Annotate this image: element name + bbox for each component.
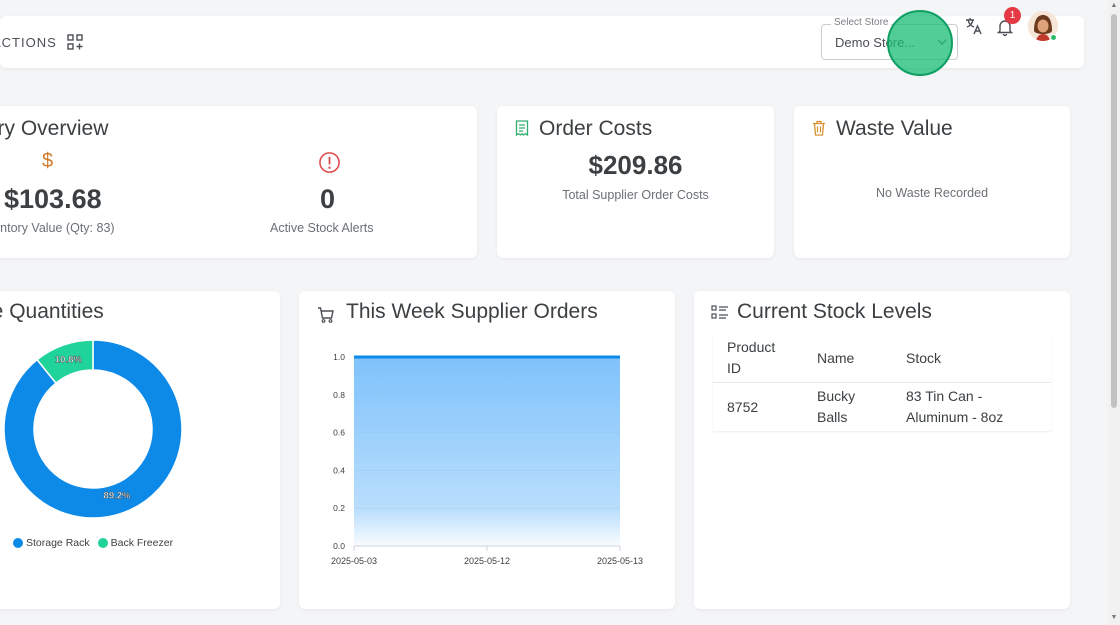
donut-data-label: 10.8%	[55, 355, 82, 366]
legend-dot	[13, 538, 23, 548]
quick-actions-button[interactable]: ACTIONS	[0, 16, 83, 68]
inventory-value-label: nventory Value (Qty: 83)	[0, 221, 115, 235]
click-indicator	[887, 10, 953, 76]
list-checks-icon	[711, 305, 728, 319]
translate-button[interactable]	[964, 16, 984, 36]
alert-circle-icon	[319, 152, 340, 173]
dollar-icon: $	[42, 150, 54, 172]
area-fill	[354, 357, 620, 546]
stock-levels-title: Current Stock Levels	[737, 300, 932, 323]
stock-alerts-label: Active Stock Alerts	[270, 221, 374, 235]
current-stock-levels-card: Current Stock Levels Product ID Name Sto…	[694, 291, 1070, 609]
trash-icon	[813, 120, 825, 136]
column-header-product-id[interactable]: Product ID	[713, 334, 803, 383]
cell-stock: 83 Tin Can - Aluminum - 8oz	[906, 388, 1004, 425]
legend-item[interactable]: Storage Rack	[13, 537, 90, 549]
cart-icon	[318, 307, 334, 323]
table-row[interactable]: 8752 Bucky Balls 83 Tin Can - Aluminum -…	[713, 383, 1051, 432]
waste-value-title: Waste Value	[836, 117, 953, 140]
storage-quantities-card: ge Quantities 89.2% 10.8% Storage Rack Bac…	[0, 291, 280, 609]
cell-name: Bucky Balls	[817, 388, 856, 425]
online-status-dot	[1050, 34, 1057, 41]
storage-chart-legend: Storage Rack Back Freezer	[13, 537, 173, 549]
receipt-icon	[515, 120, 529, 136]
y-tick-label: 0.4	[333, 465, 345, 475]
page-scrollbar[interactable]: ▲ ▼	[1108, 0, 1120, 625]
x-tick-label: 2025-05-03	[331, 556, 377, 566]
quick-actions-label: ACTIONS	[0, 34, 57, 50]
donut-slice-0[interactable]	[3, 339, 183, 519]
donut-data-label: 89.2%	[104, 491, 131, 502]
storage-quantities-title: ge Quantities	[0, 300, 104, 323]
order-costs-title: Order Costs	[539, 117, 653, 140]
order-costs-label: Total Supplier Order Costs	[562, 188, 709, 202]
legend-dot	[97, 538, 108, 548]
legend-item[interactable]: Back Freezer	[97, 537, 174, 549]
waste-value-card: Waste Value No Waste Recorded	[794, 106, 1070, 258]
order-costs-card: Order Costs $209.86 Total Supplier Order…	[497, 106, 774, 258]
scroll-up-arrow-icon[interactable]: ▲	[1110, 2, 1118, 9]
store-select-legend: Select Store	[831, 17, 892, 28]
inventory-overview-card: tory Overview $ $103.68 nventory Value (…	[0, 106, 477, 258]
y-tick-label: 0.8	[333, 390, 345, 400]
legend-label: Back Freezer	[110, 537, 174, 549]
x-tick-label: 2025-05-13	[597, 556, 643, 566]
weekly-orders-title: This Week Supplier Orders	[346, 300, 598, 323]
y-tick-label: 0.6	[333, 428, 345, 438]
translate-icon	[966, 18, 982, 35]
column-header-stock[interactable]: Stock	[892, 334, 1051, 383]
legend-label: Storage Rack	[26, 537, 90, 549]
weekly-supplier-orders-card: This Week Supplier Orders 0.0 0.2 0.4 0.6 0.…	[299, 291, 675, 609]
scroll-down-arrow-icon[interactable]: ▼	[1110, 614, 1118, 621]
table-header-row: Product ID Name Stock	[713, 334, 1051, 383]
inventory-overview-title: tory Overview	[0, 117, 109, 140]
scrollbar-thumb[interactable]	[1111, 14, 1117, 408]
apps-add-icon	[67, 34, 83, 50]
y-tick-label: 0.2	[333, 503, 345, 513]
stock-levels-table: Product ID Name Stock 8752 Bucky Balls 8…	[713, 334, 1051, 431]
y-tick-label: 1.0	[333, 352, 345, 362]
donut-slice-1[interactable]	[36, 339, 94, 385]
order-costs-value: $209.86	[588, 150, 683, 180]
storage-donut-chart: 89.2% 10.8%	[3, 339, 183, 519]
waste-empty-message: No Waste Recorded	[875, 186, 989, 200]
column-header-name[interactable]: Name	[803, 334, 892, 383]
stock-alerts-count: 0	[320, 184, 336, 214]
cell-product-id: 8752	[727, 398, 759, 415]
x-tick-label: 2025-05-12	[464, 556, 510, 566]
weekly-orders-area-chart: 0.0 0.2 0.4 0.6 0.8 1.0 2025-05-03 2025-05-12 20…	[331, 352, 643, 566]
y-tick-label: 0.0	[333, 541, 345, 551]
notification-count-badge: 1	[1004, 7, 1021, 24]
inventory-value: $103.68	[4, 184, 102, 214]
